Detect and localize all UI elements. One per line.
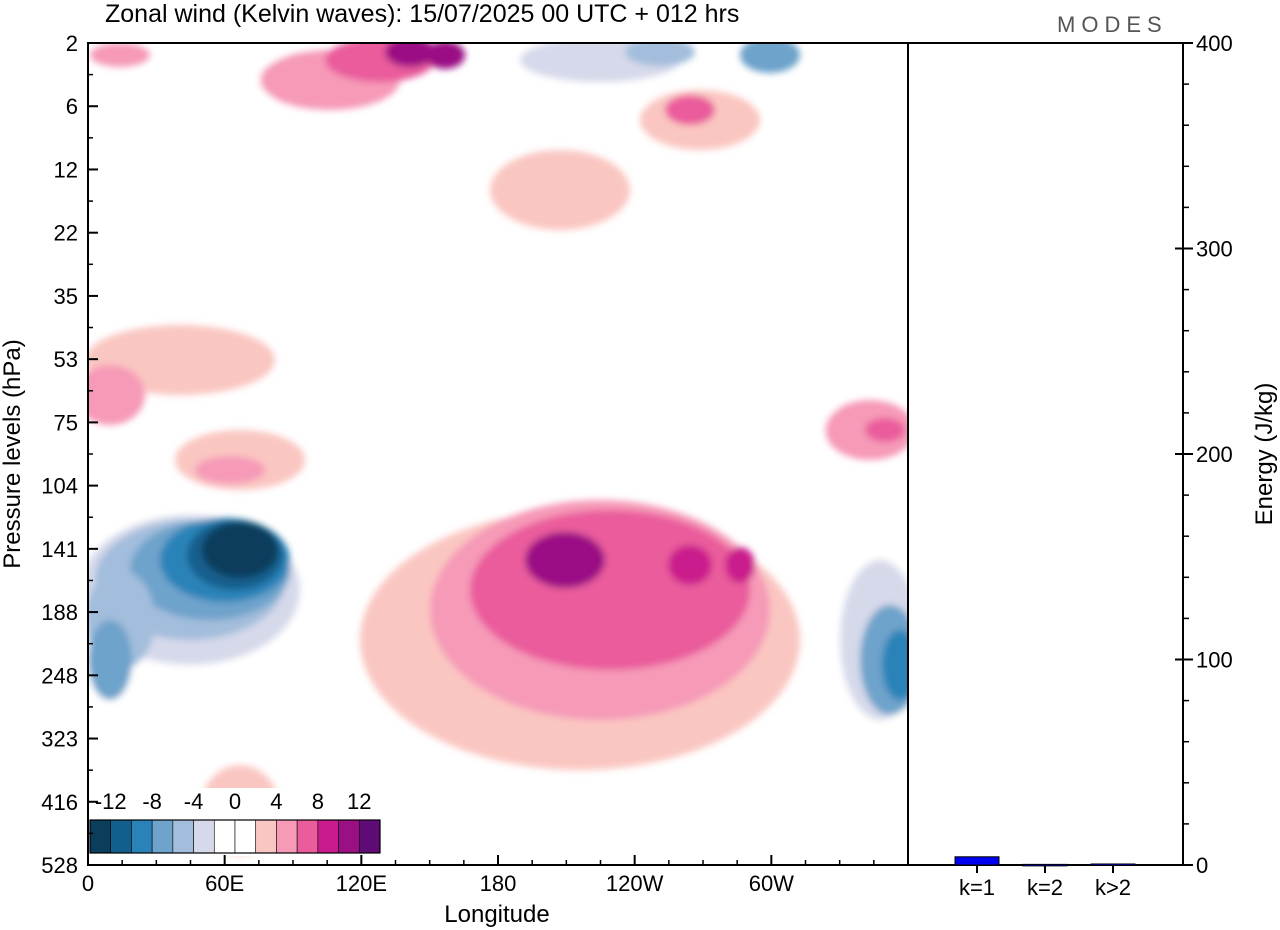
wind-contour	[725, 547, 755, 583]
bar-x-ticks: k=1 k=2 k>2	[959, 865, 1131, 900]
wind-contour	[88, 80, 195, 140]
bar-y-ticks: 0 100 200 300 400	[1175, 31, 1233, 878]
wind-contour	[795, 95, 905, 165]
energy-tick-label: 400	[1196, 31, 1233, 56]
colorbar-label: -4	[184, 789, 204, 814]
wind-contour	[625, 43, 695, 66]
energy-tick-label: 100	[1196, 648, 1233, 673]
y-tick-label: 416	[41, 790, 78, 815]
zonal-wind-heatmap	[88, 43, 908, 865]
wind-contour	[665, 95, 715, 125]
x-axis-ticks: 0 60E 120E 180 120W 60W	[82, 855, 875, 896]
energy-tick-label: 300	[1196, 237, 1233, 262]
wind-contour	[630, 390, 850, 450]
wind-contour	[90, 43, 150, 67]
colorbar-swatch	[151, 819, 174, 854]
x-tick-label: 60E	[205, 871, 244, 896]
colorbar-label: 4	[270, 789, 282, 814]
wind-contour	[445, 100, 535, 130]
y-tick-label: 2	[66, 31, 78, 56]
energy-tick-label: 200	[1196, 442, 1233, 467]
energy-tick-label: 0	[1196, 853, 1208, 878]
chart-title: Zonal wind (Kelvin waves): 15/07/2025 00…	[105, 0, 739, 28]
colorbar-swatch	[172, 819, 194, 854]
colorbar-swatch	[358, 819, 381, 854]
bar-category-label: k=1	[959, 875, 995, 900]
x-tick-label: 0	[82, 871, 94, 896]
modes-logo: MODES	[1057, 12, 1168, 37]
wind-contour	[180, 120, 340, 200]
y-tick-label: 528	[41, 853, 78, 878]
wind-contour	[525, 532, 605, 588]
y-tick-label: 35	[54, 284, 78, 309]
y-axis-ticks: 2 6 12 22 35 53 75 104 141 188 248 323 416 528	[41, 31, 98, 878]
colorbar-swatch	[317, 819, 339, 854]
x-tick-label: 180	[480, 871, 517, 896]
y-tick-label: 22	[54, 221, 78, 246]
wind-contour	[195, 456, 265, 484]
colorbar-swatch	[89, 819, 112, 854]
y-tick-label: 53	[54, 347, 78, 372]
energy-bar-panel: k=1 k=2 k>2 0 100 200 300 400 Energy (J/kg)	[907, 31, 1278, 900]
y-tick-label: 248	[41, 663, 78, 688]
colorbar-swatch	[276, 819, 298, 854]
wind-contour	[740, 43, 800, 73]
wind-contour	[735, 750, 785, 865]
wind-contour	[882, 630, 908, 700]
x-tick-label: 120W	[606, 871, 664, 896]
colorbar-swatch	[213, 819, 236, 854]
y-tick-label: 75	[54, 410, 78, 435]
colorbar-label: 12	[347, 789, 371, 814]
y-tick-label: 141	[41, 537, 78, 562]
y-tick-label: 188	[41, 600, 78, 625]
colorbar-label: -12	[95, 789, 127, 814]
wind-contours	[88, 43, 908, 865]
wind-contour	[88, 205, 290, 255]
y-axis-label: Pressure levels (hPa)	[0, 339, 26, 568]
colorbar-swatch	[296, 819, 319, 854]
wind-contour	[88, 365, 145, 425]
wind-contour	[865, 418, 905, 442]
wind-contour	[385, 43, 435, 67]
x-axis-label: Longitude	[444, 901, 549, 928]
bar-panel-frame	[907, 42, 1184, 866]
x-tick-label: 120E	[336, 871, 387, 896]
wind-contour	[425, 43, 465, 69]
y-tick-label: 323	[41, 727, 78, 752]
colorbar-swatch	[110, 819, 132, 854]
colorbar-swatch	[131, 819, 153, 854]
colorbar-swatch	[338, 819, 360, 854]
y-tick-label: 12	[54, 157, 78, 182]
colorbar-swatch	[255, 819, 277, 854]
colorbar-swatch	[234, 819, 257, 854]
wind-contour	[440, 375, 680, 445]
wind-contour	[668, 545, 712, 585]
y-tick-label: 6	[66, 94, 78, 119]
wind-contour	[88, 620, 132, 700]
colorbar-frame	[89, 819, 381, 854]
wind-contour	[470, 510, 750, 670]
y-tick-label: 104	[41, 474, 78, 499]
colorbar: -12 -8 -4 0 4 8 12	[88, 788, 384, 856]
energy-bar	[954, 856, 1000, 866]
wind-contour	[202, 522, 278, 578]
bar-category-label: k=2	[1027, 875, 1063, 900]
energy-axis-label: Energy (J/kg)	[1251, 383, 1278, 526]
colorbar-label: -8	[142, 789, 162, 814]
colorbar-label: 0	[229, 789, 241, 814]
wind-field	[88, 43, 908, 865]
colorbar-label: 8	[312, 789, 324, 814]
x-tick-label: 60W	[749, 871, 794, 896]
wind-contour	[490, 150, 630, 230]
bar-category-label: k>2	[1095, 875, 1131, 900]
colorbar-swatch	[193, 819, 215, 854]
